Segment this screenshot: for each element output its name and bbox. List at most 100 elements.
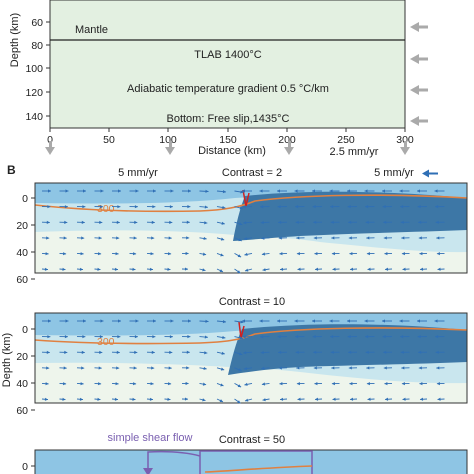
velocity-arrowhead — [133, 236, 137, 240]
velocity-arrowhead — [202, 382, 207, 386]
velocity-arrowhead — [330, 350, 334, 354]
subpanel-border — [34, 312, 468, 404]
velocity-arrowhead — [314, 251, 318, 256]
velocity-arrowhead — [169, 205, 173, 209]
panel-a-velocity-label: 2.5 mm/yr — [330, 146, 379, 158]
velocity-arrowhead — [116, 220, 120, 224]
callout-label: simple shear flow — [108, 432, 193, 444]
velocity-arrowhead — [437, 397, 441, 401]
velocity-arrowhead — [261, 366, 265, 370]
velocity-arrowhead — [133, 366, 137, 370]
panel-a-ylabel: Depth (km) — [9, 13, 21, 67]
velocity-arrowhead — [332, 397, 336, 401]
velocity-arrowhead — [221, 351, 225, 355]
velocity-arrowhead — [260, 350, 264, 355]
subpanel-contrast-50: Contrast = 50 simple shear flow 0 — [22, 432, 468, 474]
right-velocity-label: 5 mm/yr — [374, 167, 414, 179]
velocity-arrowhead — [401, 381, 405, 386]
velocity-arrowhead — [46, 236, 50, 240]
panel-a-x-ticks: 0 50 100 150 200 250 300 — [47, 128, 414, 146]
subpanel-y-ticks: 0 20 40 60 — [16, 324, 35, 417]
arrow-down-icon — [45, 141, 55, 155]
velocity-arrowhead — [99, 350, 103, 354]
velocity-field — [41, 319, 445, 404]
velocity-arrowhead — [115, 252, 119, 256]
velocity-arrowhead — [400, 350, 404, 354]
velocity-arrowhead — [170, 319, 174, 323]
velocity-arrowhead — [237, 384, 242, 388]
subpanel-contrast-10: Contrast = 10 300 Depth (km) 0 20 40 60 — [1, 296, 468, 417]
red-marker — [242, 189, 250, 207]
velocity-arrowhead — [149, 267, 153, 271]
velocity-arrowhead — [204, 205, 208, 209]
velocity-arrowhead — [132, 397, 136, 401]
velocity-arrowhead — [64, 205, 68, 209]
velocity-arrowhead — [259, 189, 263, 193]
velocity-arrowhead — [79, 267, 83, 271]
velocity-arrowhead — [80, 382, 84, 386]
velocity-arrowhead — [239, 206, 243, 210]
velocity-arrowhead — [151, 366, 155, 370]
velocity-arrowhead — [44, 267, 48, 271]
velocity-arrowhead — [65, 319, 69, 323]
medium-layer — [35, 183, 467, 204]
velocity-arrowhead — [314, 381, 318, 386]
velocity-arrowhead — [99, 335, 103, 339]
velocity-arrowhead — [279, 252, 283, 256]
velocity-arrowhead — [245, 268, 249, 272]
panel-a-xtick: 150 — [219, 134, 237, 146]
panel-a-xtick: 50 — [103, 134, 115, 146]
velocity-arrowhead — [330, 205, 334, 209]
velocity-arrowhead — [278, 220, 282, 224]
velocity-arrowhead — [46, 220, 50, 224]
velocity-arrowhead — [153, 319, 156, 323]
velocity-arrowhead — [401, 366, 405, 370]
velocity-arrowhead — [81, 366, 85, 370]
velocity-arrowhead — [62, 397, 66, 401]
velocity-arrowhead — [187, 319, 191, 323]
panel-b: B 5 mm/yr 5 mm/yr Contrast = 2 300 0 20 … — [1, 163, 468, 474]
velocity-arrowhead — [202, 268, 206, 272]
velocity-arrowhead — [417, 205, 421, 209]
velocity-arrowhead — [402, 397, 406, 401]
velocity-arrowhead — [434, 319, 438, 323]
velocity-arrowhead — [383, 220, 387, 224]
velocity-arrowhead — [220, 253, 224, 257]
panel-a-xtick: 250 — [337, 134, 355, 146]
panel-a-y-ticks: 60 80 100 120 140 — [25, 17, 50, 123]
velocity-arrowhead — [204, 335, 208, 339]
velocity-arrowhead — [116, 350, 120, 354]
velocity-arrowhead — [149, 397, 153, 401]
velocity-arrowhead — [364, 189, 368, 193]
velocity-arrowhead — [46, 350, 50, 354]
panel-a-boundary-arrows-right — [410, 22, 428, 126]
velocity-arrowhead — [435, 350, 439, 354]
velocity-arrowhead — [418, 350, 422, 354]
velocity-arrowhead — [348, 236, 352, 240]
velocity-arrowhead — [219, 269, 223, 273]
velocity-arrowhead — [44, 397, 48, 401]
velocity-arrowhead — [150, 382, 154, 386]
velocity-arrowhead — [168, 236, 172, 240]
velocity-arrowhead — [202, 398, 206, 402]
velocity-arrowhead — [187, 335, 191, 339]
velocity-arrowhead — [277, 189, 280, 193]
subpanel-title: Contrast = 10 — [219, 296, 285, 308]
velocity-arrowhead — [418, 366, 422, 370]
velocity-arrowhead — [202, 252, 207, 256]
velocity-arrowhead — [220, 383, 224, 387]
subpanel-border — [34, 449, 468, 474]
velocity-arrowhead — [63, 366, 67, 370]
ytick: 60 — [16, 405, 28, 417]
velocity-arrowhead — [238, 222, 243, 226]
velocity-arrowhead — [262, 268, 266, 272]
panel-a-ytick: 100 — [25, 63, 43, 75]
velocity-arrowhead — [365, 205, 369, 209]
velocity-arrowhead — [401, 236, 405, 240]
velocity-arrowhead — [204, 221, 208, 225]
velocity-arrowhead — [204, 351, 208, 355]
velocity-arrowhead — [296, 366, 300, 370]
velocity-arrowhead — [260, 220, 264, 225]
velocity-arrowhead — [400, 205, 404, 209]
velocity-arrowhead — [383, 366, 387, 370]
